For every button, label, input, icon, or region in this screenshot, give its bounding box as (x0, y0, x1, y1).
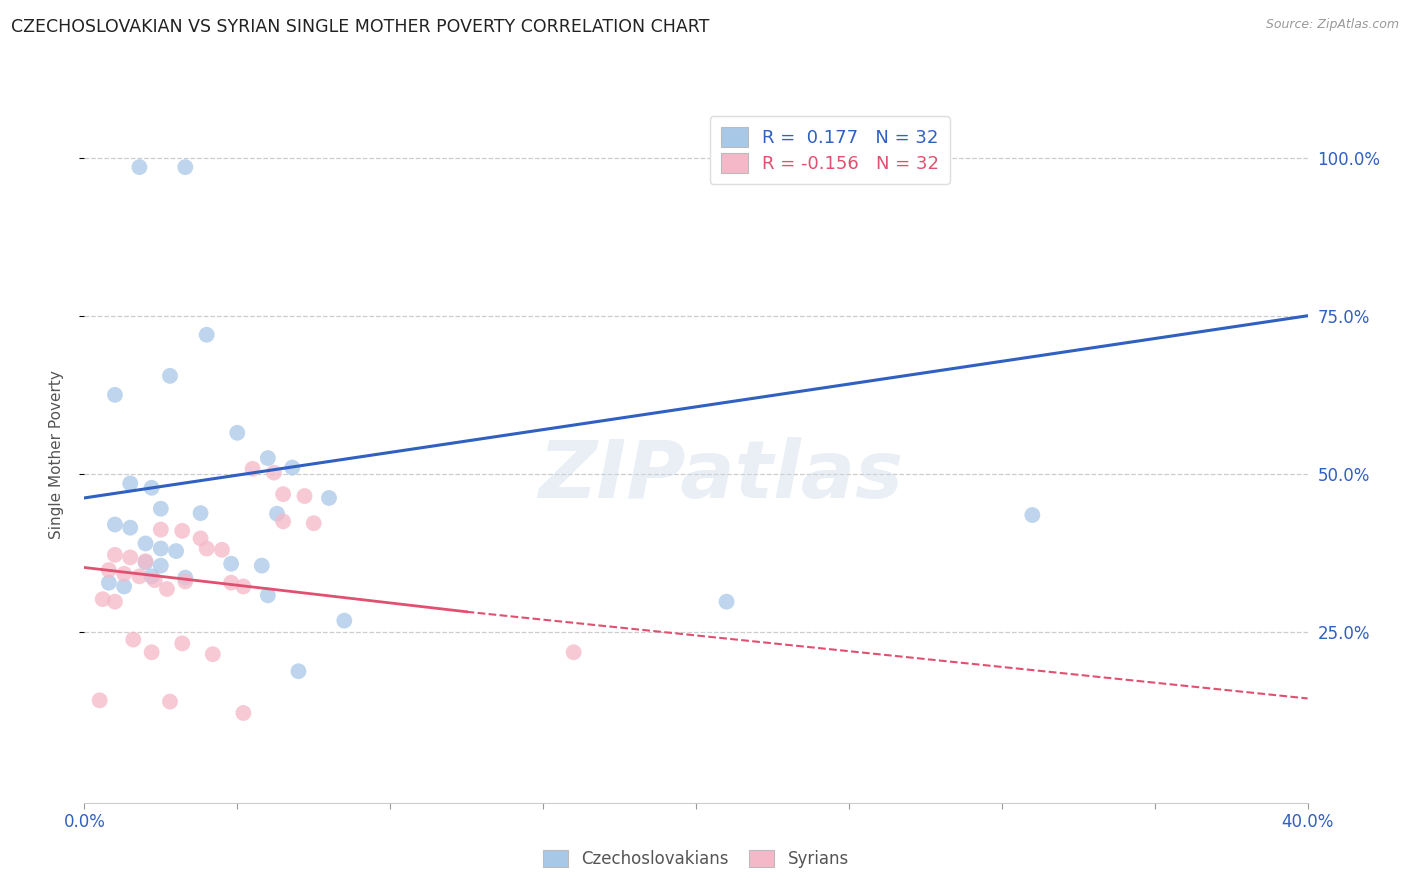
Point (174, 574, 197, 589)
Point (172, 636, 194, 650)
Point (149, 541, 172, 556)
Point (172, 524, 194, 538)
Point (149, 523, 172, 537)
Point (195, 541, 218, 556)
Point (104, 548, 127, 562)
Point (135, 536, 157, 550)
Point (122, 632, 145, 647)
Y-axis label: Single Mother Poverty: Single Mother Poverty (49, 370, 63, 540)
Point (104, 595, 127, 609)
Point (271, 514, 294, 528)
Point (141, 645, 163, 659)
Point (165, 544, 187, 558)
Point (141, 481, 163, 495)
Point (219, 575, 242, 590)
Text: Source: ZipAtlas.com: Source: ZipAtlas.com (1265, 18, 1399, 31)
Point (141, 569, 163, 583)
Point (112, 579, 135, 593)
Point (128, 569, 150, 583)
Point (159, 368, 181, 383)
Point (120, 521, 142, 535)
Point (266, 507, 288, 521)
Point (120, 476, 142, 491)
Point (219, 557, 242, 571)
Point (195, 327, 218, 342)
Point (112, 566, 135, 581)
Point (250, 558, 273, 573)
Point (104, 517, 127, 532)
Point (97, 563, 120, 577)
Point (281, 460, 304, 475)
Point (271, 487, 294, 501)
Point (128, 160, 150, 174)
Point (135, 556, 157, 570)
Point (149, 558, 172, 573)
Point (257, 451, 280, 466)
Point (190, 532, 212, 546)
Point (318, 491, 340, 505)
Point (226, 425, 249, 440)
Point (156, 582, 179, 596)
Text: CZECHOSLOVAKIAN VS SYRIAN SINGLE MOTHER POVERTY CORRELATION CHART: CZECHOSLOVAKIAN VS SYRIAN SINGLE MOTHER … (11, 18, 710, 36)
Point (104, 388, 127, 402)
Point (91, 592, 114, 607)
Point (287, 665, 309, 679)
Point (232, 706, 254, 720)
Point (242, 462, 264, 476)
Point (263, 466, 285, 480)
Point (174, 160, 197, 174)
Text: ZIPatlas: ZIPatlas (538, 437, 903, 515)
Point (89, 693, 111, 707)
Point (294, 489, 316, 503)
Point (562, 645, 585, 659)
Point (232, 579, 254, 593)
Legend: Czechoslovakians, Syrians: Czechoslovakians, Syrians (537, 843, 855, 874)
Point (190, 506, 212, 520)
Point (211, 542, 233, 557)
Point (143, 573, 166, 587)
Point (302, 516, 325, 531)
Point (149, 501, 172, 516)
Point (159, 695, 181, 709)
Point (716, 595, 738, 609)
Point (333, 614, 356, 628)
Point (257, 588, 280, 602)
Point (97, 575, 120, 590)
Point (135, 554, 157, 568)
Point (120, 550, 142, 565)
Point (1021, 508, 1043, 522)
Point (201, 647, 224, 661)
Point (174, 571, 197, 585)
